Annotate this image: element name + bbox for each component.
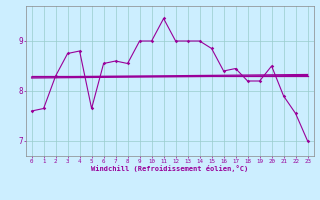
X-axis label: Windchill (Refroidissement éolien,°C): Windchill (Refroidissement éolien,°C): [91, 165, 248, 172]
